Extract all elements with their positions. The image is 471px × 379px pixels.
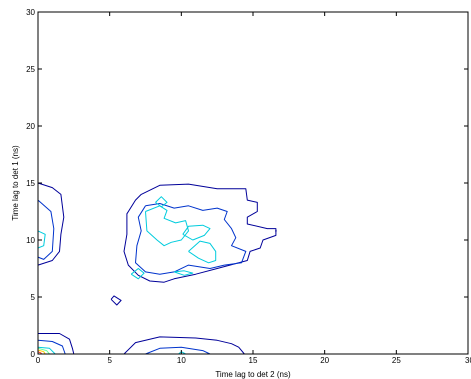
contour-lines bbox=[37, 182, 277, 355]
x-axis-label: Time lag to det 2 (ns) bbox=[215, 370, 291, 379]
contour-level-4-1 bbox=[37, 347, 50, 355]
contour-level-1-2 bbox=[37, 182, 65, 266]
contour-level-1-1 bbox=[123, 183, 277, 283]
plot-background bbox=[38, 12, 468, 354]
y-axis-label: Time lag to det 1 (ns) bbox=[11, 145, 20, 221]
x-tick-label-0: 0 bbox=[36, 356, 41, 365]
contour-level-3-2 bbox=[155, 196, 168, 208]
contour-level-3-3 bbox=[182, 224, 211, 241]
y-tick-label-25: 25 bbox=[26, 65, 35, 74]
x-tick-label-5: 5 bbox=[107, 356, 112, 365]
x-tick-label-15: 15 bbox=[249, 356, 258, 365]
contour-level-1-3 bbox=[110, 295, 122, 306]
contour-level-2-1 bbox=[135, 203, 247, 275]
contour-point-1 bbox=[275, 230, 277, 232]
x-tick-label-25: 25 bbox=[392, 356, 401, 365]
contour-level-3-7 bbox=[37, 230, 46, 249]
y-tick-label-15: 15 bbox=[26, 179, 35, 188]
contour-level-1-5 bbox=[123, 336, 245, 355]
y-tick-label-20: 20 bbox=[26, 122, 35, 131]
x-tick-label-30: 30 bbox=[465, 356, 471, 365]
contour-level-1-4 bbox=[38, 333, 75, 355]
contour-level-3-6 bbox=[130, 268, 145, 280]
contour-level-3-5 bbox=[174, 270, 194, 276]
contour-level-3-1 bbox=[145, 205, 189, 247]
contour-level-2-3 bbox=[37, 339, 66, 355]
contour-level-5-1 bbox=[37, 349, 46, 355]
contour-level-3-8 bbox=[37, 346, 56, 355]
y-tick-label-30: 30 bbox=[26, 8, 35, 17]
contour-points bbox=[275, 230, 277, 232]
y-tick-label-10: 10 bbox=[26, 236, 35, 245]
axis-ticks bbox=[37, 11, 469, 355]
y-tick-label-5: 5 bbox=[31, 293, 36, 302]
contour-level-2-4 bbox=[145, 346, 211, 355]
tick-labels: 0 5 10 15 20 25 30 0 5 10 15 20 25 30 bbox=[26, 8, 471, 365]
contour-level-2-2 bbox=[37, 199, 55, 260]
x-tick-label-20: 20 bbox=[320, 356, 329, 365]
y-tick-label-0: 0 bbox=[31, 350, 36, 359]
x-tick-label-10: 10 bbox=[177, 356, 186, 365]
contour-level-3-4 bbox=[188, 240, 217, 264]
